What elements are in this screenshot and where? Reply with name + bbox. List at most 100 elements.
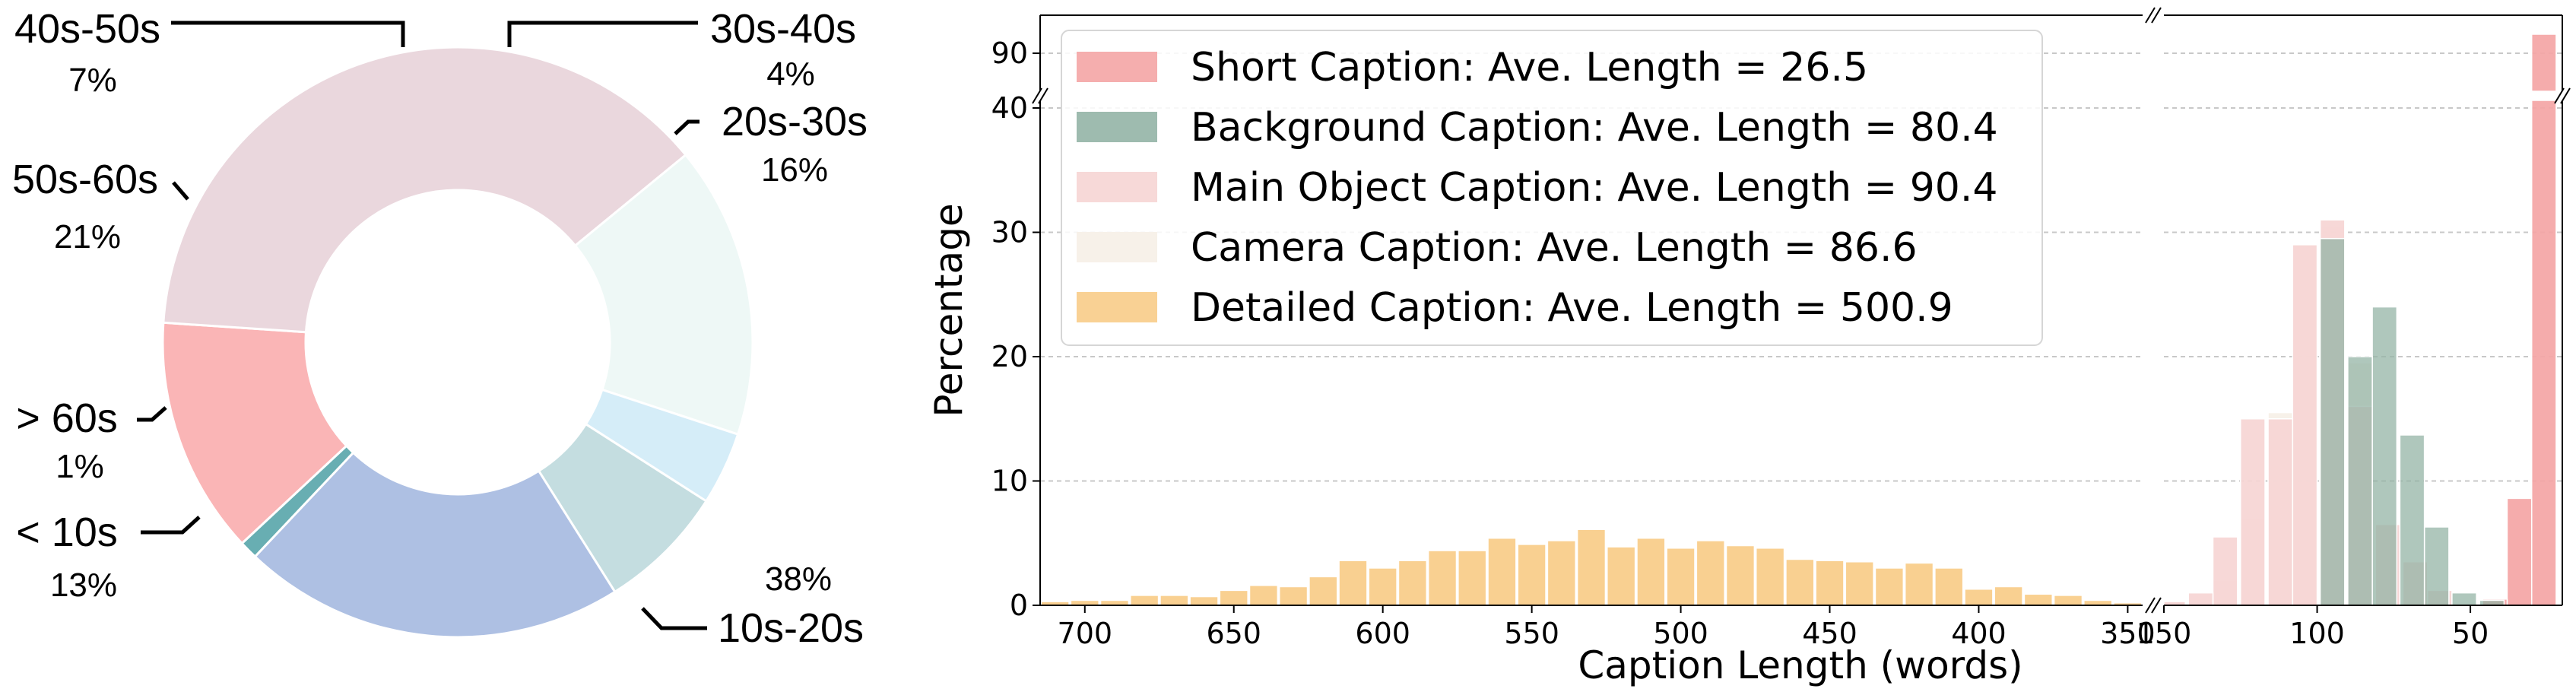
y-tick-label: 0 [1010,589,1028,622]
axis-break-mark [1032,87,1042,104]
legend-label: Camera Caption: Ave. Length = 86.6 [1191,225,1918,271]
pie-slice-label: 30s-40s [710,6,856,52]
axis-break-mark [2145,7,2156,24]
x-axis-label: Caption Length (words) [1578,643,2022,687]
pie-slice-label: 10s-20s [718,605,864,651]
histogram-bar [1994,586,2023,606]
histogram-bar [2399,434,2425,606]
donut-chart: < 10s 13% 10s-20s 38% 20s-30s 16% 30s-40s 4% 40s… [12,6,868,651]
pie-slice-percent: 7% [68,62,117,99]
y-tick-label: 30 [991,216,1028,249]
pie-leader-line [172,181,189,201]
x-tick-label: 650 [1206,617,1261,650]
pie-slice-percent: 38% [765,560,832,598]
pie-leader-line [171,21,405,47]
axis-break-mark [2560,87,2571,104]
x-tick-label: 100 [2289,617,2345,650]
histogram-bar [1248,585,1279,606]
histogram-bar [1964,588,1994,606]
x-tick-label: 500 [1653,617,1708,650]
legend-box [1061,30,2043,346]
histogram-bar [1458,550,1487,606]
pie-slice-label: 20s-30s [722,99,868,144]
histogram-bar [1129,595,1160,606]
pie-slice-percent: 16% [761,151,828,189]
axis-break-mark [1038,87,1048,104]
histogram-bar [2347,356,2373,606]
histogram-bar [2451,592,2477,606]
histogram-bar [1725,544,1756,606]
legend-swatch [1077,292,1157,322]
histogram-bar [1278,586,1309,606]
histogram-bar [1338,560,1368,606]
x-tick-label: 50 [2452,617,2489,650]
pie-leader-line [641,607,707,630]
histogram-bar [1874,567,1905,606]
pie-slice-percent: 1% [56,448,104,485]
histogram-bar [1696,540,1725,606]
histogram-bar [1368,567,1397,606]
histogram-bar [2053,595,2083,606]
histogram-bar [1845,561,1874,606]
histogram-bar [1427,550,1458,606]
histogram-bar [1397,560,1428,606]
histogram-bar [1815,560,1845,606]
pie-leader-line [507,21,698,47]
pie-slice-percent: 13% [50,567,117,604]
x-tick-label: 600 [1355,617,1410,650]
pie-slice [162,46,687,334]
legend-swatch [1077,232,1157,262]
axis-break-mark [2145,597,2156,614]
legend-swatch [1077,112,1157,142]
pie-slice [253,451,617,639]
histogram-bar [1487,537,1517,606]
histogram-bar [2187,592,2214,606]
histogram-bar [1189,595,1219,606]
histogram-bar [2530,33,2557,92]
pie-slice-label: 50s-60s [12,157,158,202]
legend-label: Short Caption: Ave. Length = 26.5 [1191,45,1868,90]
y-axis-label: Percentage [927,203,971,417]
histogram-bar [2319,237,2346,606]
histogram-bar [1607,546,1636,606]
pie-slice [573,153,754,436]
x-tick-label: 150 [2137,617,2192,650]
histogram-bar [1636,537,1666,606]
histogram-bar [1547,540,1576,606]
legend-label: Detailed Caption: Ave. Length = 500.9 [1191,285,1953,331]
pie-slice-percent: 4% [766,56,815,93]
y-tick-label: 40 [991,91,1028,125]
histogram-bar [1160,595,1189,606]
x-tick-label: 400 [1951,617,2007,650]
histogram-bar [2423,526,2450,606]
x-tick-label: 700 [1058,617,1113,650]
axis-break-mark [2554,87,2565,104]
legend-label: Background Caption: Ave. Length = 80.4 [1191,105,1998,151]
histogram-bar [2240,418,2266,606]
histogram-bar [1517,544,1547,606]
histogram-bar [2292,244,2318,606]
histogram-bar [1576,529,1607,606]
pie-slice-percent: 21% [54,218,121,256]
histogram-bar [2371,306,2398,606]
histogram-bar [2212,536,2238,606]
y-tick-label: 20 [991,340,1028,373]
histogram-bar [2267,418,2294,606]
axis-break-mark [2151,7,2162,24]
pie-leader-line [137,406,167,422]
histogram-bar [1934,567,1964,606]
pie-slice-label: 40s-50s [14,6,160,52]
histogram-bar [1309,576,1338,606]
pie-leader-line [674,119,700,135]
legend-label: Main Object Caption: Ave. Length = 90.4 [1191,165,1998,211]
y-tick-label: 90 [991,37,1028,70]
histogram-bar [1785,558,1815,606]
histogram-bar [2530,100,2557,606]
histogram-bar [1219,589,1248,606]
x-tick-label: 550 [1504,617,1559,650]
x-tick-label: 450 [1802,617,1857,650]
x-tick-label: 350 [2100,617,2156,650]
pie-leader-line [141,516,201,535]
legend-swatch [1077,52,1157,82]
